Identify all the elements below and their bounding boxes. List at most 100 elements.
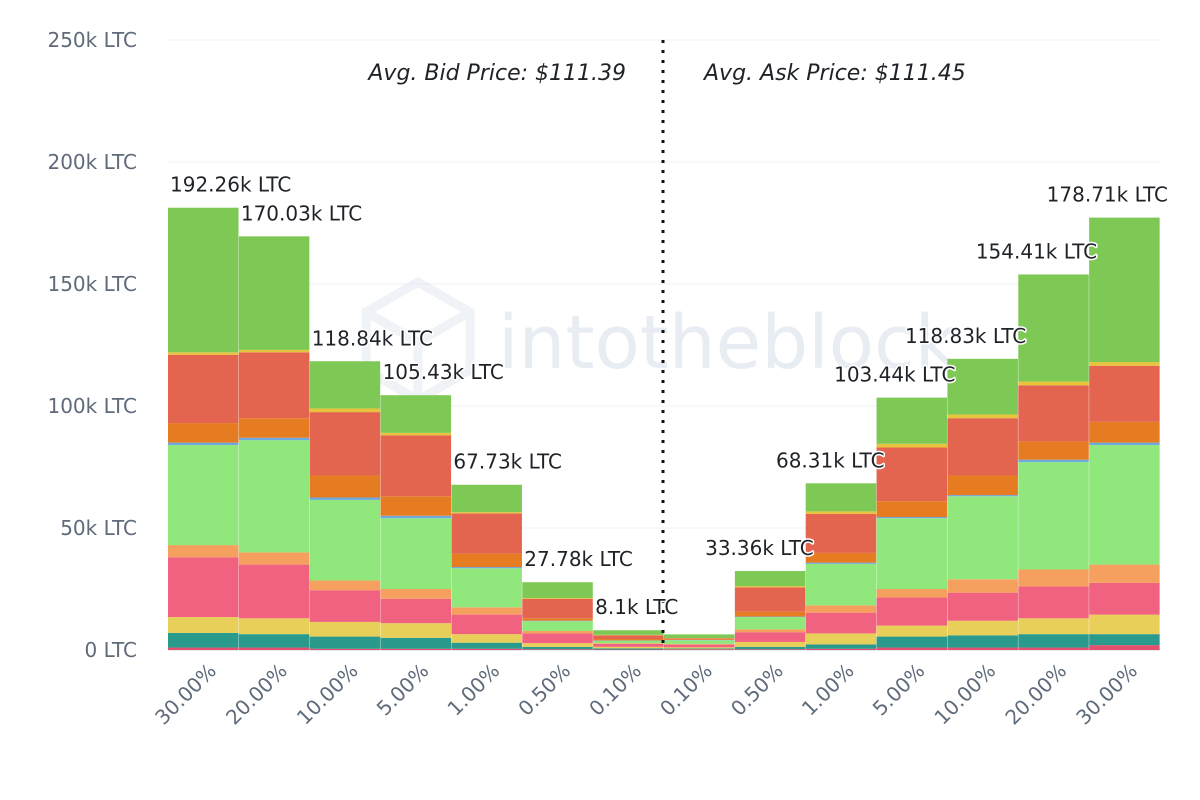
bar-segment bbox=[664, 648, 735, 650]
y-tick-label: 100k LTC bbox=[47, 394, 137, 418]
bar-segment bbox=[309, 499, 381, 581]
bar-segment bbox=[1018, 586, 1089, 619]
bar-total-label: 118.83k LTC bbox=[905, 324, 1026, 348]
bar-segment bbox=[664, 647, 735, 649]
bar-segment bbox=[168, 442, 239, 446]
bar-segment bbox=[1089, 362, 1160, 366]
bar-segment bbox=[664, 640, 735, 644]
bar-segment bbox=[309, 408, 381, 413]
bar-segment bbox=[734, 641, 806, 647]
x-tick-label: 5.00% bbox=[372, 659, 434, 721]
bar-segment bbox=[593, 643, 664, 644]
bar-segment bbox=[876, 517, 948, 519]
bar-segment bbox=[947, 495, 1018, 497]
bar-segment bbox=[664, 644, 735, 648]
bar-segment bbox=[805, 562, 877, 564]
watermark-text: intotheblock bbox=[498, 300, 958, 386]
bar-segment bbox=[1018, 634, 1089, 648]
bar-total-label: 170.03k LTC bbox=[241, 201, 362, 225]
bar-segment bbox=[380, 496, 452, 516]
bar-segment bbox=[309, 590, 381, 622]
bar-segment bbox=[805, 563, 877, 606]
x-tick-label: 0.10% bbox=[584, 659, 646, 721]
bar-segment bbox=[168, 557, 239, 618]
bar-total-label: 8.1k LTC bbox=[595, 595, 678, 619]
bar-segment bbox=[309, 580, 381, 591]
bar-segment bbox=[593, 639, 664, 641]
bar-segment bbox=[805, 633, 877, 645]
bar-segment bbox=[238, 349, 310, 353]
bar-segment bbox=[876, 447, 948, 502]
y-tick-label: 200k LTC bbox=[47, 150, 137, 174]
bar-segment bbox=[664, 639, 735, 640]
y-axis-labels: 0 LTC 50k LTC 100k LTC 150k LTC 200k LTC 250k… bbox=[47, 28, 137, 662]
bar-segment bbox=[1018, 385, 1089, 442]
bar-segment bbox=[947, 592, 1018, 621]
bar-segment bbox=[238, 437, 310, 441]
bar-segment bbox=[805, 552, 877, 563]
bar-segment bbox=[451, 567, 522, 569]
avg-ask-price-label: Avg. Ask Price: $111.45 bbox=[702, 61, 966, 86]
y-tick-label: 150k LTC bbox=[47, 272, 137, 296]
bar-segment bbox=[947, 475, 1018, 496]
bar-total-label: 178.71k LTC bbox=[1047, 183, 1168, 207]
bar-segment bbox=[168, 352, 239, 355]
bar-segment bbox=[1089, 217, 1160, 363]
bar-segment bbox=[522, 621, 593, 631]
bar-segment bbox=[380, 432, 452, 436]
bar-segment bbox=[238, 552, 310, 565]
x-tick-label: 10.00% bbox=[292, 659, 363, 730]
bar-segment bbox=[522, 582, 593, 599]
bar-segment bbox=[947, 418, 1018, 476]
x-tick-label: 10.00% bbox=[929, 659, 1000, 730]
bar-segment bbox=[168, 647, 239, 650]
x-tick-label: 30.00% bbox=[150, 659, 221, 730]
bar-segment bbox=[1018, 462, 1089, 570]
bar-segment bbox=[947, 620, 1018, 636]
x-tick-label: 30.00% bbox=[1071, 659, 1142, 730]
x-tick-label: 1.00% bbox=[442, 659, 504, 721]
bar-segment bbox=[380, 518, 452, 589]
bar-segment bbox=[451, 513, 522, 554]
bar-segment bbox=[522, 643, 593, 647]
bar-segment bbox=[1018, 381, 1089, 386]
bar-segment bbox=[1089, 442, 1160, 446]
bar-segment bbox=[734, 646, 806, 650]
bar-segment bbox=[734, 649, 806, 650]
bar-segment bbox=[1018, 274, 1089, 382]
y-tick-label: 250k LTC bbox=[47, 28, 137, 52]
bar-segment bbox=[522, 646, 593, 650]
bar-segment bbox=[451, 512, 522, 514]
bar-segment bbox=[238, 440, 310, 553]
bar-segment bbox=[593, 646, 664, 649]
bar-segment bbox=[734, 629, 806, 633]
bar-segment bbox=[238, 634, 310, 648]
bar-segment bbox=[805, 605, 877, 613]
bar-total-label: 105.43k LTC bbox=[383, 360, 504, 384]
bar-segment bbox=[947, 358, 1018, 415]
bar-total-label: 68.31k LTC bbox=[776, 448, 885, 472]
bar-segment bbox=[947, 414, 1018, 419]
bar-segment bbox=[664, 649, 735, 650]
bar-segment bbox=[876, 501, 948, 518]
bar-total-label: 118.84k LTC bbox=[312, 326, 433, 350]
bar-segment bbox=[522, 649, 593, 650]
bar-segment bbox=[734, 571, 806, 587]
bar-segment bbox=[1018, 647, 1089, 650]
bar-segment bbox=[593, 640, 664, 644]
bar-segment bbox=[876, 647, 948, 650]
x-tick-label: 0.50% bbox=[513, 659, 575, 721]
bar-segment bbox=[876, 518, 948, 589]
bar-segment bbox=[1018, 441, 1089, 460]
bar-segment bbox=[309, 621, 381, 637]
bar-segment bbox=[1089, 582, 1160, 615]
bar-segment bbox=[1089, 421, 1160, 443]
bar-segment bbox=[451, 568, 522, 608]
bar-segment bbox=[309, 648, 381, 650]
x-tick-label: 20.00% bbox=[1000, 659, 1071, 730]
bar-segment bbox=[380, 515, 452, 519]
x-tick-label: 20.00% bbox=[221, 659, 292, 730]
bar-segment bbox=[805, 511, 877, 514]
bar-segment bbox=[309, 497, 381, 500]
bar-total-label: 154.41k LTC bbox=[976, 239, 1097, 263]
